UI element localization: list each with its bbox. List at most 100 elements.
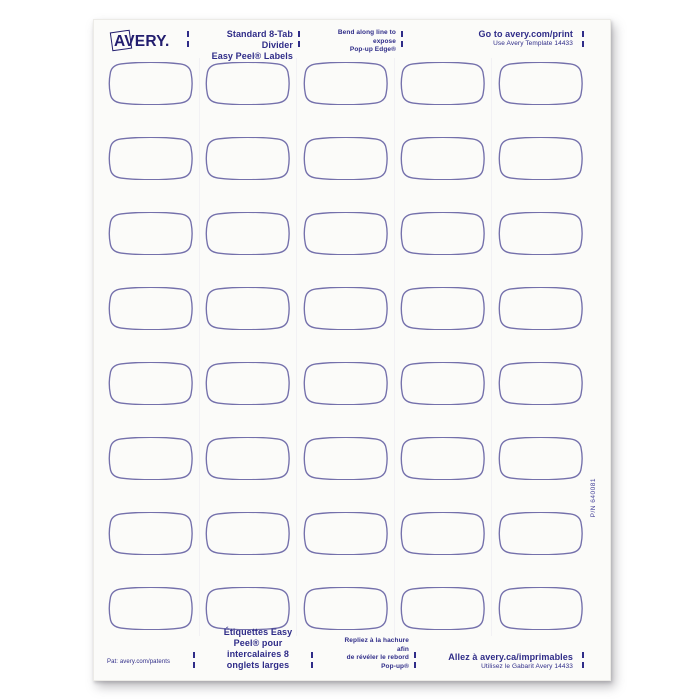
footer-product-name-fr: Étiquettes Easy Peel® pour intercalaires…	[223, 627, 293, 670]
label-outline-icon	[400, 137, 485, 180]
footer-bend-instruction-fr: Repliez à la hachure afin de révéler le …	[344, 637, 409, 670]
divider-label	[399, 437, 486, 480]
perforation-line	[296, 58, 297, 636]
divider-label	[107, 437, 194, 480]
divider-label	[497, 137, 584, 180]
header-web-info: Go to avery.com/print Use Avery Template…	[478, 29, 573, 47]
dashed-separator	[311, 652, 313, 670]
label-outline-icon	[498, 212, 583, 255]
label-outline-icon	[303, 587, 388, 630]
divider-label	[399, 212, 486, 255]
label-outline-icon	[498, 587, 583, 630]
divider-label	[107, 512, 194, 555]
label-outline-icon	[108, 587, 193, 630]
divider-label	[107, 287, 194, 330]
divider-label	[204, 587, 291, 630]
dashed-separator	[414, 652, 416, 670]
divider-label	[204, 137, 291, 180]
dashed-separator	[193, 652, 195, 670]
divider-label	[204, 62, 291, 105]
divider-label	[302, 362, 389, 405]
sheet-footer: Pat: avery.com/patents Étiquettes Easy P…	[107, 627, 584, 671]
part-number: P/N 640081	[590, 478, 597, 518]
sheet-header: AVERY. Standard 8-Tab Divider Easy Peel®…	[107, 29, 584, 62]
label-outline-icon	[498, 512, 583, 555]
divider-label	[107, 62, 194, 105]
label-outline-icon	[206, 287, 291, 330]
label-outline-icon	[303, 212, 388, 255]
label-outline-icon	[206, 512, 291, 555]
divider-label	[399, 137, 486, 180]
label-outline-icon	[206, 212, 291, 255]
label-outline-icon	[303, 137, 388, 180]
divider-label	[107, 362, 194, 405]
label-outline-icon	[303, 437, 388, 480]
divider-label	[497, 587, 584, 630]
divider-label	[302, 137, 389, 180]
label-outline-icon	[206, 137, 291, 180]
label-outline-icon	[303, 512, 388, 555]
dashed-separator	[298, 31, 300, 50]
label-outline-icon	[303, 362, 388, 405]
label-outline-icon	[498, 287, 583, 330]
label-outline-icon	[400, 362, 485, 405]
divider-label	[204, 287, 291, 330]
divider-label	[302, 62, 389, 105]
divider-label	[497, 62, 584, 105]
dashed-separator	[401, 31, 403, 50]
divider-label	[204, 512, 291, 555]
divider-label	[107, 137, 194, 180]
divider-label	[497, 212, 584, 255]
divider-label	[302, 512, 389, 555]
label-outline-icon	[303, 62, 388, 105]
label-outline-icon	[108, 362, 193, 405]
divider-label	[204, 362, 291, 405]
divider-label	[497, 287, 584, 330]
label-outline-icon	[108, 137, 193, 180]
label-outline-icon	[206, 62, 291, 105]
label-outline-icon	[400, 437, 485, 480]
divider-label	[107, 587, 194, 630]
dashed-separator	[582, 31, 584, 50]
divider-label	[399, 587, 486, 630]
label-outline-icon	[206, 437, 291, 480]
patent-note: Pat: avery.com/patents	[107, 659, 171, 665]
divider-label	[302, 587, 389, 630]
footer-web-info-fr: Allez à avery.ca/imprimables Utilisez le…	[448, 651, 573, 670]
label-outline-icon	[400, 62, 485, 105]
divider-label	[204, 212, 291, 255]
header-product-name: Standard 8-Tab Divider Easy Peel® Labels	[211, 29, 293, 61]
label-outline-icon	[108, 287, 193, 330]
divider-label	[399, 287, 486, 330]
label-outline-icon	[498, 137, 583, 180]
label-outline-icon	[108, 512, 193, 555]
label-grid	[107, 62, 584, 630]
divider-label	[399, 362, 486, 405]
label-outline-icon	[498, 362, 583, 405]
header-bend-instruction: Bend along line to expose Pop-up Edge®	[337, 29, 396, 53]
label-outline-icon	[498, 62, 583, 105]
dashed-separator	[582, 652, 584, 670]
perforation-line	[394, 58, 395, 636]
label-outline-icon	[400, 287, 485, 330]
divider-label	[302, 437, 389, 480]
divider-label	[399, 512, 486, 555]
avery-logo-text: AVERY.	[114, 33, 170, 50]
divider-label	[204, 437, 291, 480]
divider-label	[302, 287, 389, 330]
perforation-line	[199, 58, 200, 636]
label-outline-icon	[206, 587, 291, 630]
label-outline-icon	[206, 362, 291, 405]
divider-label	[107, 212, 194, 255]
dashed-separator	[187, 31, 189, 50]
label-outline-icon	[108, 62, 193, 105]
divider-label	[399, 62, 486, 105]
label-outline-icon	[400, 212, 485, 255]
divider-label	[497, 362, 584, 405]
divider-label	[497, 437, 584, 480]
label-outline-icon	[498, 437, 583, 480]
divider-label	[497, 512, 584, 555]
label-outline-icon	[108, 212, 193, 255]
avery-logo: AVERY.	[107, 29, 187, 59]
label-outline-icon	[400, 512, 485, 555]
